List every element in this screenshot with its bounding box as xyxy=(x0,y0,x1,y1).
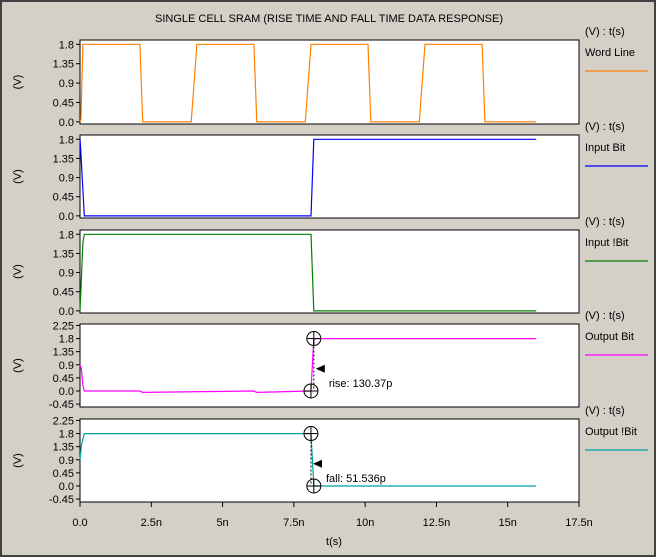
x-tick-label: 12.5n xyxy=(423,517,451,529)
panel-3: (V) : t(s) Input !Bit (V) 1.8 1.35 0.9 0.45 0.0 xyxy=(12,216,648,318)
measure-arrow xyxy=(315,364,325,373)
series-line xyxy=(79,43,537,123)
series-line xyxy=(79,338,537,394)
x-tick-label: 2.5n xyxy=(141,517,162,529)
y-tick-label: 0.45 xyxy=(53,373,74,385)
series-line xyxy=(79,433,537,487)
x-tick-label: 7.5n xyxy=(283,517,304,529)
y-tick-label: 0.45 xyxy=(53,192,74,204)
unit-label: (V) : t(s) xyxy=(585,26,625,38)
panel-1: (V) : t(s) Word Line (V) 1.8 1.35 0.9 0.45 0.0 xyxy=(12,26,648,129)
panel-2: (V) : t(s) Input Bit (V) 1.8 1.35 0.9 0.45 0.0 xyxy=(12,121,648,223)
y-tick-label: -0.45 xyxy=(49,399,74,411)
y-axis-label: (V) xyxy=(12,75,24,90)
y-tick-label: 0.9 xyxy=(59,455,74,467)
y-tick-label: 0.9 xyxy=(59,360,74,372)
x-tick-label: 0.0 xyxy=(72,517,87,529)
x-tick-label: 5n xyxy=(216,517,228,529)
y-tick-label: 0.0 xyxy=(59,211,74,223)
x-axis-label: t(s) xyxy=(326,536,342,548)
unit-label: (V) : t(s) xyxy=(585,310,625,322)
y-axis-label: (V) xyxy=(12,264,24,279)
panel-5: (V) : t(s)Output !Bit(V)2.251.81.350.90.… xyxy=(12,405,648,506)
plot-area xyxy=(79,323,580,408)
y-tick-label: 1.35 xyxy=(53,153,74,165)
legend-label: Output Bit xyxy=(585,331,634,343)
series-line xyxy=(79,138,537,217)
y-tick-label: 0.0 xyxy=(59,306,74,318)
y-tick-label: 1.35 xyxy=(53,442,74,454)
x-tick-label: 17.5n xyxy=(565,517,593,529)
y-tick-label: 1.35 xyxy=(53,347,74,359)
legend-label: Input !Bit xyxy=(585,237,628,249)
y-tick-label: 0.0 xyxy=(59,481,74,493)
plot-area xyxy=(79,229,580,314)
y-tick-label: 0.45 xyxy=(53,468,74,480)
y-axis-label: (V) xyxy=(12,358,24,373)
y-tick-label: 1.35 xyxy=(53,248,74,260)
legend-label: Word Line xyxy=(585,47,635,59)
unit-label: (V) : t(s) xyxy=(585,216,625,228)
y-tick-label: 1.8 xyxy=(59,429,74,441)
x-axis: 0.0 2.5n 5n 7.5n 10n 12.5n 15n 17.5n xyxy=(72,502,593,529)
legend-label: Output !Bit xyxy=(585,426,637,438)
y-tick-label: 0.0 xyxy=(59,386,74,398)
plot-area xyxy=(79,418,580,503)
y-tick-label: 1.8 xyxy=(59,39,74,51)
y-tick-label: -0.45 xyxy=(49,494,74,506)
y-tick-label: 1.8 xyxy=(59,134,74,146)
x-tick-label: 10n xyxy=(356,517,374,529)
y-tick-label: 0.45 xyxy=(53,287,74,299)
panels: (V) : t(s)Word Line(V)1.81.350.90.450.0(… xyxy=(12,26,648,506)
x-tick-label: 15n xyxy=(499,517,517,529)
y-tick-label: 0.9 xyxy=(59,173,74,185)
chart-title: SINGLE CELL SRAM (RISE TIME AND FALL TIM… xyxy=(155,13,503,25)
y-tick-label: 1.8 xyxy=(59,334,74,346)
unit-label: (V) : t(s) xyxy=(585,121,625,133)
y-tick-label: 2.25 xyxy=(53,320,74,332)
series-line xyxy=(79,233,537,312)
y-tick-label: 0.9 xyxy=(59,78,74,90)
measure-annotation: fall: 51.536p xyxy=(326,473,386,485)
plot-area xyxy=(79,39,580,125)
measure-arrow xyxy=(312,459,322,468)
y-tick-label: 2.25 xyxy=(53,415,74,427)
panel-4: (V) : t(s) Output Bit (V) 2.25 1.81.350.90.4… xyxy=(12,310,648,411)
unit-label: (V) : t(s) xyxy=(585,405,625,417)
y-tick-label: 0.9 xyxy=(59,268,74,280)
legend-label: Input Bit xyxy=(585,142,625,154)
y-tick-label: 0.45 xyxy=(53,97,74,109)
y-axis-label: (V) xyxy=(12,169,24,184)
plot-area xyxy=(79,134,580,219)
y-tick-label: 0.0 xyxy=(59,117,74,129)
measure-annotation: rise: 130.37p xyxy=(329,378,393,390)
y-tick-label: 1.8 xyxy=(59,229,74,241)
y-tick-label: 1.35 xyxy=(53,59,74,71)
y-axis-label: (V) xyxy=(12,453,24,468)
